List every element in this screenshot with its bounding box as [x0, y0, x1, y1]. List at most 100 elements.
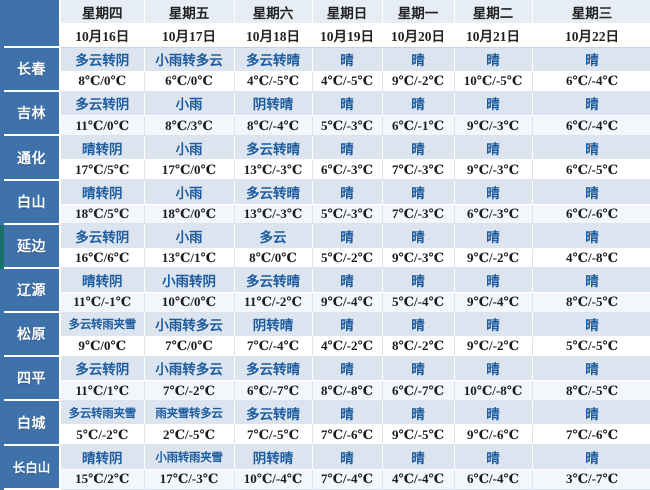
- forecast-condition-row: 白山 晴转阴 小雨 多云转晴晴晴晴晴: [0, 178, 650, 225]
- temperature-range: 7℃/-6℃: [312, 424, 383, 446]
- temperature-range: 5℃/-3℃: [312, 204, 383, 225]
- weather-condition: 小雨: [144, 91, 235, 117]
- temperature-range: 8℃/-2℃: [382, 336, 455, 357]
- weather-condition: 多云转晴: [234, 356, 313, 382]
- temperature-range: 8℃/-4℃: [234, 115, 313, 136]
- temperature-range: 10℃/-8℃: [454, 380, 533, 401]
- forecast-condition-row: 通化 晴转阴 小雨 多云转晴晴晴晴晴: [0, 134, 650, 181]
- temperature-range: 5℃/-3℃: [312, 115, 383, 136]
- temperature-range: 9℃/-4℃: [312, 292, 383, 313]
- column-header-weekday: 星期四: [60, 0, 145, 24]
- weather-condition: 晴: [312, 135, 383, 161]
- weather-condition: 晴: [454, 91, 533, 117]
- weather-condition: 晴: [312, 267, 383, 293]
- weather-condition: 晴: [532, 179, 650, 205]
- forecast-condition-row: 白城 多云转雨夹雪 雨夹雪转多云 多云转晴晴晴晴晴: [0, 399, 650, 446]
- temperature-range: 18℃/5℃: [60, 204, 145, 225]
- weather-condition: 多云: [234, 223, 313, 249]
- weather-condition: 晴: [382, 179, 455, 205]
- weather-condition: 多云转阴: [60, 47, 145, 72]
- forecast-temperature-row: 11℃/-1℃ 10℃/0℃ 11℃/-2℃ 9℃/-4℃ 5℃/-4℃ 9℃/-4℃ 8℃…: [2, 292, 650, 313]
- temperature-range: 6℃/-5℃: [532, 159, 650, 181]
- temperature-range: 11℃/-2℃: [234, 292, 313, 313]
- weather-condition: 小雨: [144, 135, 235, 161]
- weather-condition: 晴: [454, 400, 533, 426]
- city-label-2[interactable]: 通化: [0, 134, 61, 181]
- weather-condition: 多云转雨夹雪: [60, 400, 145, 426]
- weather-condition: 晴: [312, 179, 383, 205]
- weather-condition: 晴: [454, 356, 533, 382]
- weather-condition: 小雨转雨夹雪: [144, 444, 235, 470]
- temperature-range: 6℃/-7℃: [382, 380, 455, 401]
- temperature-range: 6℃/-6℃: [532, 204, 650, 225]
- column-header-date: 10月20日: [382, 23, 455, 48]
- column-header-date: 10月19日: [312, 23, 383, 48]
- weather-condition: 晴: [382, 312, 455, 338]
- forecast-condition-row: 延边 多云转阴 小雨 多云晴晴晴晴: [0, 222, 650, 269]
- weather-condition: 晴: [532, 356, 650, 382]
- temperature-range: 4℃/-2℃: [312, 336, 383, 357]
- temperature-range: 11℃/1℃: [60, 380, 145, 401]
- weather-condition: 小雨转多云: [144, 47, 235, 72]
- temperature-range: 10℃/-5℃: [454, 71, 533, 92]
- city-label-7[interactable]: 四平: [0, 355, 61, 402]
- temperature-range: 6℃/-4℃: [532, 115, 650, 136]
- temperature-range: 8℃/0℃: [60, 71, 145, 92]
- temperature-range: 9℃/-3℃: [454, 159, 533, 181]
- city-label-1[interactable]: 吉林: [0, 90, 61, 137]
- weather-condition: 多云转晴: [234, 267, 313, 293]
- forecast-temperature-row: 15℃/2℃ 17℃/-3℃ 10℃/-4℃ 7℃/-4℃ 4℃/-4℃ 6℃/-4℃ 3℃…: [2, 469, 650, 490]
- weather-condition: 多云转晴: [234, 135, 313, 161]
- weather-condition: 晴: [454, 47, 533, 72]
- weather-condition: 晴: [382, 135, 455, 161]
- weather-condition: 晴: [382, 91, 455, 117]
- temperature-range: 18℃/0℃: [144, 204, 235, 225]
- weather-condition: 多云转阴: [60, 223, 145, 249]
- column-header-weekday: 星期一: [382, 0, 455, 24]
- column-header-weekday: 星期五: [144, 0, 235, 24]
- column-header-date: 10月18日: [234, 23, 313, 48]
- city-label-3[interactable]: 白山: [0, 178, 61, 225]
- weather-condition: 晴: [312, 312, 383, 338]
- city-label-8[interactable]: 白城: [0, 399, 61, 446]
- weather-condition: 晴: [532, 47, 650, 72]
- column-header-date: 10月21日: [454, 23, 533, 48]
- city-label-0[interactable]: 长春: [0, 46, 61, 93]
- weather-condition: 多云转晴: [234, 400, 313, 426]
- temperature-range: 17℃/-3℃: [144, 469, 235, 490]
- weather-condition: 多云转晴: [234, 179, 313, 205]
- forecast-condition-row: 松原 多云转雨夹雪 小雨转多云 阴转晴晴晴晴晴: [0, 311, 650, 358]
- weather-condition: 小雨转多云: [144, 356, 235, 382]
- forecast-temperature-row: 11℃/1℃ 7℃/-2℃ 6℃/-7℃ 8℃/-8℃ 6℃/-7℃ 10℃/-8℃ 8℃/…: [2, 380, 650, 401]
- temperature-range: 7℃/-3℃: [382, 159, 455, 181]
- table-header-weekday-row: 星期四 星期五 星期六 星期日 星期一 星期二 星期三: [0, 0, 650, 49]
- temperature-range: 6℃/-4℃: [454, 469, 533, 490]
- temperature-range: 9℃/-2℃: [454, 248, 533, 269]
- temperature-range: 16℃/6℃: [60, 248, 145, 269]
- weather-condition: 晴: [454, 135, 533, 161]
- weather-condition: 晴: [312, 356, 383, 382]
- weather-condition: 晴: [454, 267, 533, 293]
- weather-condition: 小雨: [144, 223, 235, 249]
- city-label-6[interactable]: 松原: [0, 311, 61, 358]
- weather-condition: 晴: [312, 47, 383, 72]
- city-label-5[interactable]: 辽源: [0, 266, 61, 314]
- weather-condition: 晴: [532, 223, 650, 249]
- weather-condition: 晴: [312, 444, 383, 470]
- city-label-4[interactable]: 延边: [0, 222, 61, 269]
- temperature-range: 9℃/-4℃: [454, 292, 533, 313]
- temperature-range: 10℃/0℃: [144, 292, 235, 313]
- temperature-range: 4℃/-8℃: [532, 248, 650, 269]
- temperature-range: 7℃/-3℃: [382, 204, 455, 225]
- city-label-9[interactable]: 长白山: [0, 443, 61, 490]
- forecast-temperature-row: 17℃/5℃ 17℃/0℃ 13℃/-3℃ 6℃/-3℃ 7℃/-3℃ 9℃/-3℃ 6℃/…: [2, 159, 650, 181]
- temperature-range: 15℃/2℃: [60, 469, 145, 490]
- weather-condition: 阴转晴: [234, 91, 313, 117]
- weather-condition: 晴: [532, 400, 650, 426]
- column-header-date: 10月17日: [144, 23, 235, 48]
- temperature-range: 7℃/-4℃: [312, 469, 383, 490]
- temperature-range: 9℃/-6℃: [454, 424, 533, 446]
- temperature-range: 13℃/1℃: [144, 248, 235, 269]
- weather-condition: 晴: [454, 179, 533, 205]
